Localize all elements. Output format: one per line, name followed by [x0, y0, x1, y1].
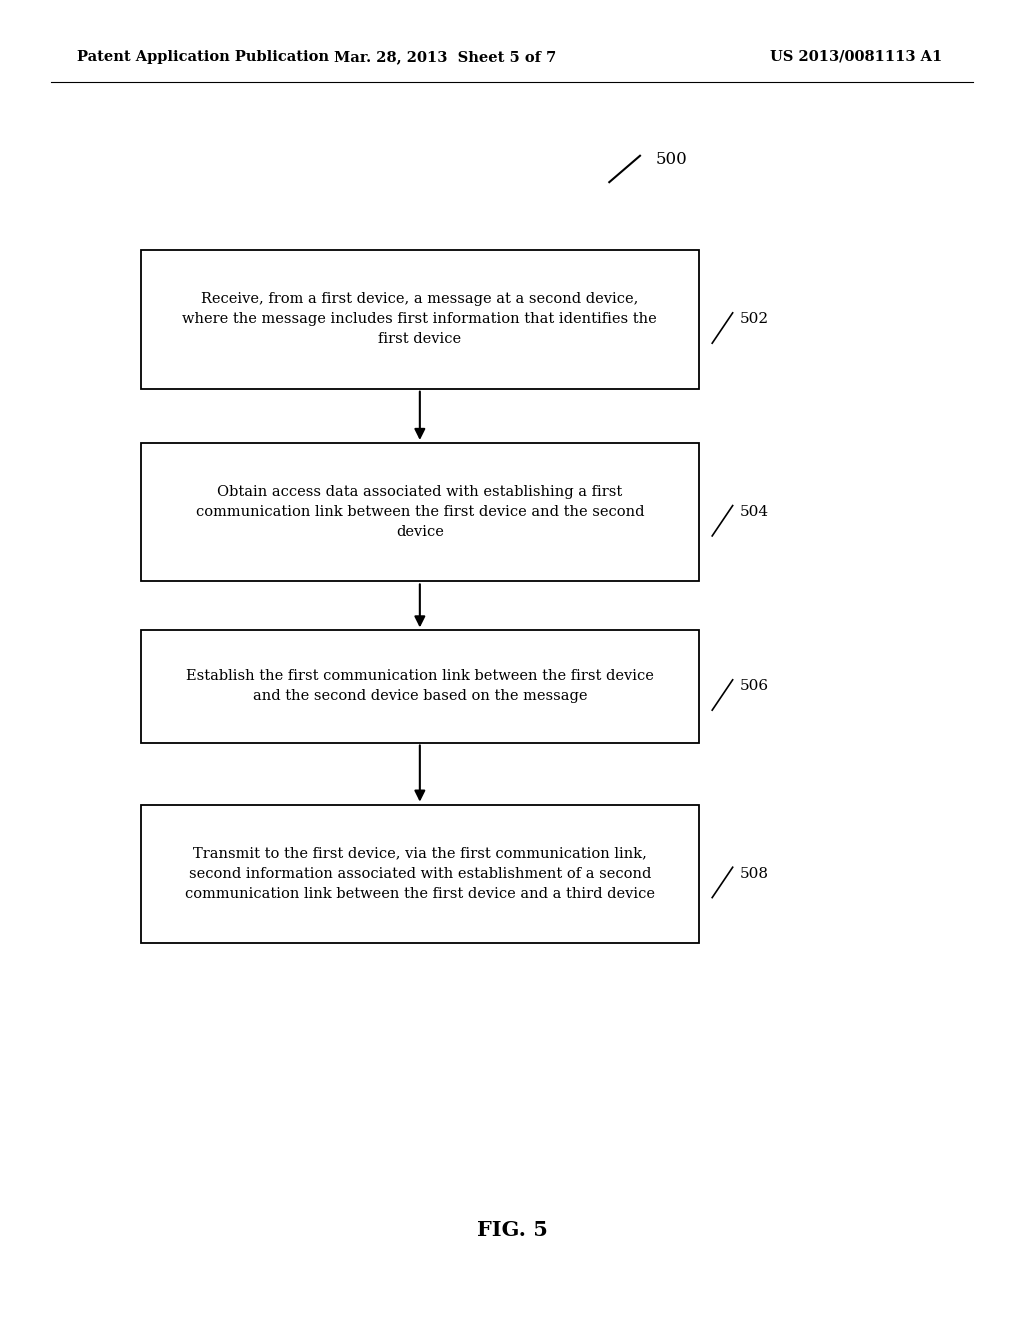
Text: Mar. 28, 2013  Sheet 5 of 7: Mar. 28, 2013 Sheet 5 of 7 [334, 50, 557, 63]
Text: 506: 506 [739, 680, 769, 693]
Text: Patent Application Publication: Patent Application Publication [77, 50, 329, 63]
Text: Establish the first communication link between the first device
and the second d: Establish the first communication link b… [186, 669, 653, 704]
Text: 508: 508 [739, 867, 769, 880]
Bar [140, 251, 698, 388]
Bar [140, 631, 698, 742]
Bar [140, 444, 698, 581]
Text: FIG. 5: FIG. 5 [476, 1220, 548, 1241]
Text: Obtain access data associated with establishing a first
communication link betwe: Obtain access data associated with estab… [196, 486, 644, 539]
Text: 502: 502 [739, 313, 769, 326]
Text: 504: 504 [739, 506, 769, 519]
Bar [140, 804, 698, 942]
Text: US 2013/0081113 A1: US 2013/0081113 A1 [770, 50, 942, 63]
Text: 500: 500 [655, 152, 687, 168]
Text: Transmit to the first device, via the first communication link,
second informati: Transmit to the first device, via the fi… [185, 847, 654, 900]
Text: Receive, from a first device, a message at a second device,
where the message in: Receive, from a first device, a message … [182, 293, 657, 346]
